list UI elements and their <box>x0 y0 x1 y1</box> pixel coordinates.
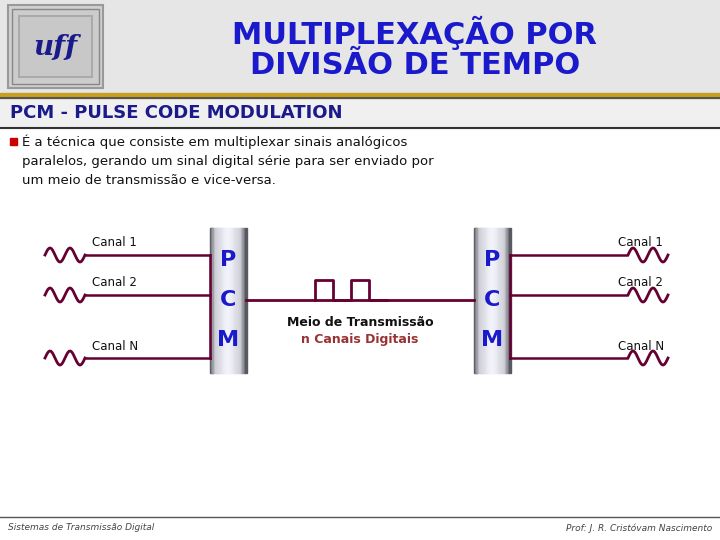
Bar <box>479 228 480 373</box>
Text: paralelos, gerando um sinal digital série para ser enviado por: paralelos, gerando um sinal digital séri… <box>22 154 433 167</box>
Text: C: C <box>220 290 236 310</box>
Bar <box>225 228 226 373</box>
Bar <box>474 228 476 373</box>
Bar <box>243 228 246 373</box>
Bar <box>482 228 484 373</box>
Bar <box>487 228 489 373</box>
Bar <box>229 228 231 373</box>
Bar <box>238 228 239 373</box>
Bar <box>218 228 220 373</box>
Bar <box>498 228 500 373</box>
Text: C: C <box>484 290 500 310</box>
Bar <box>0 93 720 98</box>
Bar <box>475 228 477 373</box>
Bar <box>241 228 243 373</box>
Bar <box>502 228 503 373</box>
Bar <box>212 228 214 373</box>
Bar <box>214 228 215 373</box>
Bar <box>477 228 478 373</box>
Bar <box>210 228 212 373</box>
Text: Canal N: Canal N <box>618 340 664 353</box>
Bar <box>240 228 242 373</box>
Bar <box>220 228 221 373</box>
Bar <box>497 228 498 373</box>
Text: É a técnica que consiste em multiplexar sinais analógicos: É a técnica que consiste em multiplexar … <box>22 135 408 149</box>
Bar <box>232 228 233 373</box>
Bar <box>500 228 502 373</box>
Text: Canal 2: Canal 2 <box>618 276 663 289</box>
Bar <box>491 228 492 373</box>
Bar <box>234 228 235 373</box>
Bar <box>0 0 720 95</box>
Text: Meio de Transmissão: Meio de Transmissão <box>287 315 433 328</box>
Bar <box>484 228 485 373</box>
Bar <box>216 228 217 373</box>
Bar <box>503 228 505 373</box>
Bar <box>508 228 509 373</box>
Text: Canal 2: Canal 2 <box>92 276 137 289</box>
Text: Canal N: Canal N <box>92 340 138 353</box>
Bar <box>504 228 505 373</box>
Text: M: M <box>217 330 239 350</box>
Bar <box>486 228 487 373</box>
Text: Canal 1: Canal 1 <box>618 237 663 249</box>
Text: PCM - PULSE CODE MODULATION: PCM - PULSE CODE MODULATION <box>10 104 343 122</box>
Bar <box>245 228 246 373</box>
Bar <box>222 228 224 373</box>
Bar <box>493 228 495 373</box>
Bar <box>490 228 491 373</box>
Bar <box>485 228 487 373</box>
Bar <box>481 228 483 373</box>
Bar <box>230 228 232 373</box>
Text: um meio de transmissão e vice-versa.: um meio de transmissão e vice-versa. <box>22 173 276 186</box>
Bar <box>480 228 482 373</box>
Bar <box>10 138 17 145</box>
Bar <box>236 228 238 373</box>
Bar <box>243 228 244 373</box>
Bar <box>495 228 496 373</box>
Bar <box>233 228 235 373</box>
Bar <box>211 228 213 373</box>
Bar <box>221 228 222 373</box>
Text: Sistemas de Transmissão Digital: Sistemas de Transmissão Digital <box>8 523 154 532</box>
Bar <box>0 98 720 128</box>
Bar <box>225 228 228 373</box>
Bar <box>495 228 498 373</box>
Bar <box>235 228 237 373</box>
Bar <box>492 228 494 373</box>
Text: P: P <box>484 250 500 270</box>
Text: MULTIPLEXAÇÃO POR: MULTIPLEXAÇÃO POR <box>233 16 598 50</box>
Bar <box>227 228 228 373</box>
Bar <box>18 15 93 78</box>
Text: uff: uff <box>33 35 77 62</box>
Text: Prof: J. R. Cristóvam Nascimento: Prof: J. R. Cristóvam Nascimento <box>566 523 712 533</box>
Text: P: P <box>220 250 236 270</box>
Text: DIVISÃO DE TEMPO: DIVISÃO DE TEMPO <box>250 51 580 79</box>
Bar <box>509 228 510 373</box>
Bar <box>239 228 240 373</box>
Bar <box>217 228 219 373</box>
Text: Canal 1: Canal 1 <box>92 237 137 249</box>
Bar <box>506 228 508 373</box>
Bar <box>12 9 99 84</box>
Text: M: M <box>481 330 503 350</box>
Bar <box>228 228 230 373</box>
Bar <box>215 228 217 373</box>
Bar <box>477 228 480 373</box>
Bar <box>505 228 507 373</box>
Bar <box>20 17 91 76</box>
Bar <box>488 228 490 373</box>
Bar <box>499 228 501 373</box>
Text: n Canais Digitais: n Canais Digitais <box>301 334 419 347</box>
Bar <box>8 5 103 88</box>
Bar <box>223 228 225 373</box>
